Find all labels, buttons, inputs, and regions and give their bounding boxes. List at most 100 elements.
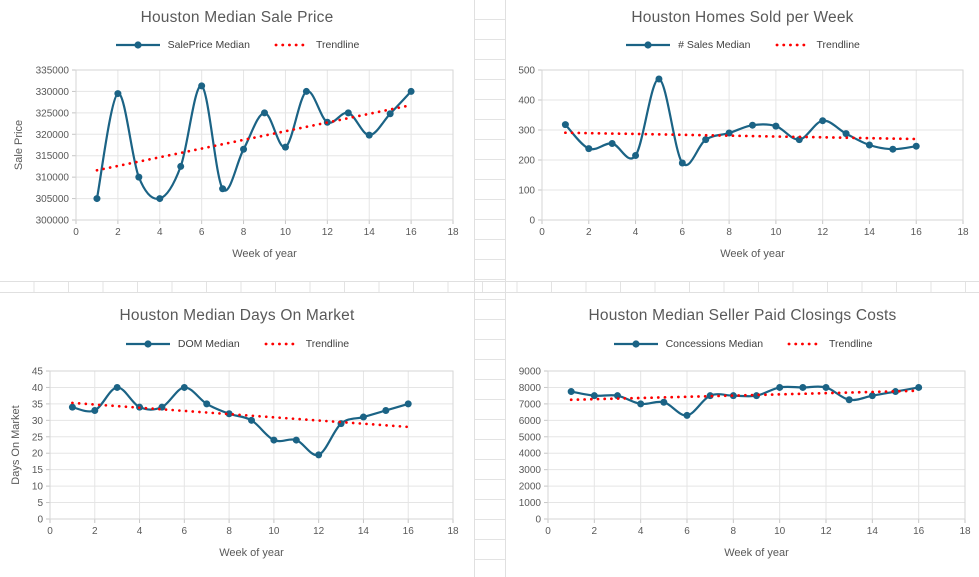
- svg-text:16: 16: [913, 526, 925, 537]
- svg-text:0: 0: [535, 515, 541, 526]
- svg-text:0: 0: [529, 216, 535, 227]
- legend-series-label: Concessions Median: [665, 338, 764, 350]
- series-line-sample-icon: [613, 340, 658, 348]
- svg-text:25: 25: [32, 432, 44, 443]
- y-axis-title: Sale Price: [13, 119, 25, 171]
- legend-trendline-label: Trendline: [816, 39, 860, 51]
- svg-text:14: 14: [864, 227, 876, 238]
- svg-text:14: 14: [364, 227, 376, 238]
- x-axis-title: Week of year: [219, 547, 284, 559]
- chart-seller-paid-closing-costs[interactable]: Houston Median Seller Paid Closings Cost…: [506, 293, 979, 577]
- chart-title: Houston Median Days On Market: [119, 307, 355, 324]
- svg-text:30: 30: [32, 416, 44, 427]
- svg-text:18: 18: [959, 526, 971, 537]
- x-axis-title: Week of year: [720, 248, 785, 260]
- svg-text:2: 2: [115, 227, 121, 238]
- svg-text:12: 12: [817, 227, 829, 238]
- svg-text:14: 14: [358, 526, 370, 537]
- svg-text:18: 18: [447, 227, 459, 238]
- svg-text:12: 12: [820, 526, 832, 537]
- svg-text:16: 16: [403, 526, 415, 537]
- chart-title: Houston Median Seller Paid Closings Cost…: [588, 307, 897, 324]
- svg-text:8000: 8000: [519, 383, 542, 394]
- svg-text:9000: 9000: [519, 367, 542, 378]
- svg-text:45: 45: [32, 367, 44, 378]
- chart-days-on-market[interactable]: Houston Median Days On Market DOM Median…: [0, 293, 474, 577]
- svg-text:35: 35: [32, 399, 44, 410]
- svg-text:330000: 330000: [36, 87, 70, 98]
- svg-text:0: 0: [73, 227, 79, 238]
- legend-trendline-label: Trendline: [829, 338, 873, 350]
- svg-text:3000: 3000: [519, 465, 542, 476]
- svg-text:335000: 335000: [36, 66, 70, 77]
- svg-text:1000: 1000: [519, 498, 542, 509]
- svg-text:325000: 325000: [36, 108, 70, 119]
- chart-legend: # Sales Median Trendline: [506, 39, 979, 51]
- series-line-sample-icon: [115, 41, 160, 49]
- svg-text:6: 6: [684, 526, 690, 537]
- legend-series-label: DOM Median: [177, 338, 240, 350]
- svg-text:7000: 7000: [519, 399, 542, 410]
- chart-title: Houston Median Sale Price: [140, 9, 334, 26]
- svg-text:305000: 305000: [36, 194, 70, 205]
- chart-homes-sold[interactable]: Houston Homes Sold per Week # Sales Medi…: [506, 0, 979, 281]
- chart-legend: Concessions Median Trendline: [506, 338, 979, 350]
- svg-text:8: 8: [726, 227, 732, 238]
- svg-text:300000: 300000: [36, 216, 70, 227]
- svg-text:14: 14: [867, 526, 879, 537]
- plot-area: 0 2 4 6 8 10 12 14 16 18 300000 305000 310000 315000 3…: [36, 66, 459, 239]
- svg-text:400: 400: [518, 96, 535, 107]
- svg-text:5: 5: [37, 498, 43, 509]
- legend-trendline-label: Trendline: [315, 39, 360, 51]
- svg-text:500: 500: [518, 66, 535, 77]
- svg-text:2000: 2000: [519, 482, 542, 493]
- svg-text:4000: 4000: [519, 449, 542, 460]
- svg-text:16: 16: [406, 227, 418, 238]
- svg-text:10: 10: [280, 227, 292, 238]
- svg-text:18: 18: [957, 227, 969, 238]
- svg-text:4: 4: [633, 227, 639, 238]
- svg-text:320000: 320000: [36, 130, 70, 141]
- svg-text:315000: 315000: [36, 151, 70, 162]
- chart-title: Houston Homes Sold per Week: [631, 9, 854, 26]
- svg-text:10: 10: [774, 526, 786, 537]
- plot-area: 0 2 4 6 8 10 12 14 16 18 0 1000 2000 3000 4000 5000 6000…: [519, 367, 971, 538]
- svg-text:10: 10: [32, 482, 44, 493]
- legend-trendline-label: Trendline: [305, 338, 350, 350]
- svg-text:18: 18: [447, 526, 459, 537]
- svg-text:4: 4: [157, 227, 163, 238]
- legend-series-label: # Sales Median: [678, 39, 751, 51]
- svg-text:10: 10: [770, 227, 782, 238]
- chart-median-sale-price[interactable]: Houston Median Sale Price SalePrice Medi…: [0, 0, 474, 281]
- svg-text:0: 0: [47, 526, 53, 537]
- chart-legend: SalePrice Median Trendline: [0, 39, 474, 51]
- svg-text:8: 8: [731, 526, 737, 537]
- svg-text:2: 2: [92, 526, 98, 537]
- svg-text:6: 6: [199, 227, 205, 238]
- y-axis-title: Days On Market: [10, 405, 22, 485]
- svg-text:6: 6: [680, 227, 686, 238]
- svg-text:2: 2: [592, 526, 598, 537]
- svg-text:310000: 310000: [36, 173, 70, 184]
- plot-area: 0 2 4 6 8 10 12 14 16 18 0 100 200 300 400 500: [518, 66, 969, 239]
- series-line-sample-icon: [626, 41, 671, 49]
- svg-text:8: 8: [226, 526, 232, 537]
- svg-text:15: 15: [32, 465, 44, 476]
- plot-area: 0 2 4 6 8 10 12 14 16 18 0 5 10 15 20 25 30 35 40 45: [32, 367, 459, 538]
- svg-text:300: 300: [518, 126, 535, 137]
- x-axis-title: Week of year: [232, 248, 297, 260]
- spreadsheet-row-strip: [0, 281, 979, 293]
- chart-legend: DOM Median Trendline: [0, 338, 474, 350]
- svg-text:10: 10: [268, 526, 280, 537]
- svg-text:0: 0: [539, 227, 545, 238]
- svg-text:4: 4: [638, 526, 644, 537]
- svg-text:40: 40: [32, 383, 44, 394]
- svg-text:5000: 5000: [519, 432, 542, 443]
- svg-text:200: 200: [518, 156, 535, 167]
- svg-text:20: 20: [32, 449, 44, 460]
- svg-text:4: 4: [137, 526, 143, 537]
- svg-text:16: 16: [911, 227, 923, 238]
- svg-text:6000: 6000: [519, 416, 542, 427]
- svg-text:8: 8: [241, 227, 247, 238]
- legend-series-label: SalePrice Median: [167, 39, 250, 51]
